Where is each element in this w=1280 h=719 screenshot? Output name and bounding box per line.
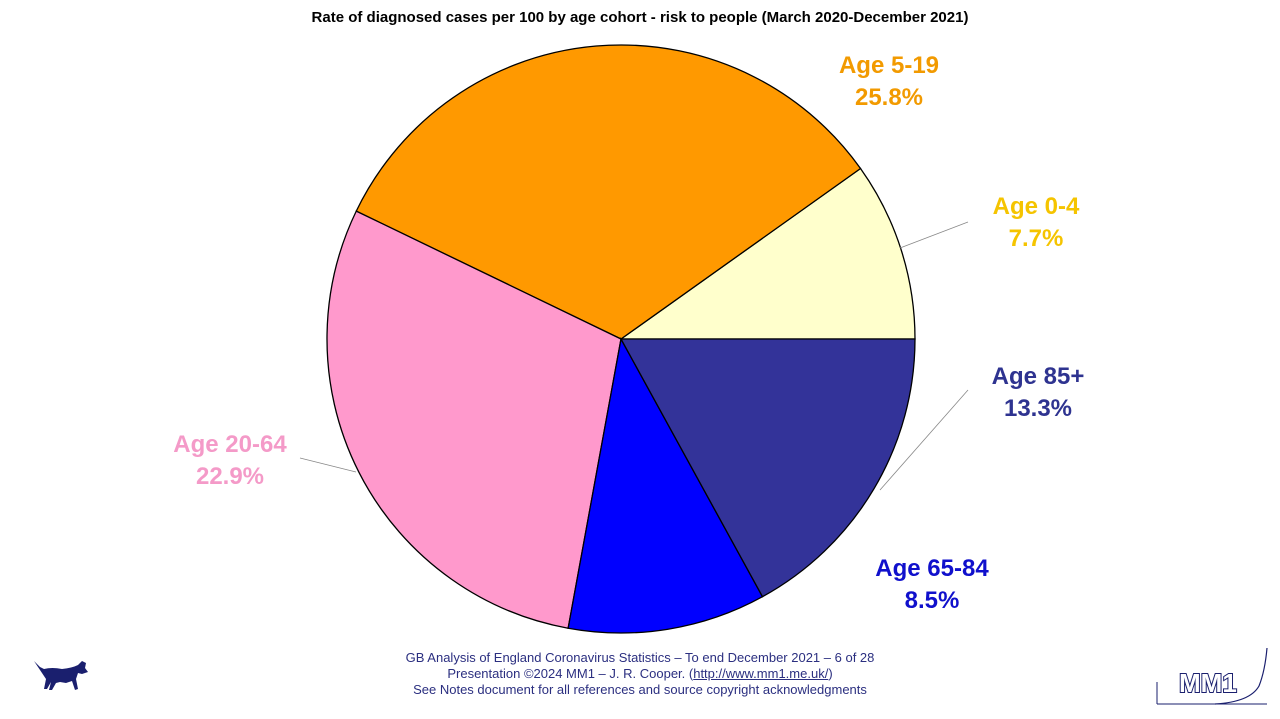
leader-lines xyxy=(299,221,969,491)
slice-label: Age 0-4 xyxy=(993,193,1080,220)
footer: GB Analysis of England Coronavirus Stati… xyxy=(0,650,1280,698)
slice-label: Age 5-19 xyxy=(839,52,939,79)
slice-percent-label: 7.7% xyxy=(1009,225,1064,252)
slice-label: Age 65-84 xyxy=(875,555,989,582)
dog-logo-icon xyxy=(34,661,88,690)
leader-line xyxy=(299,457,357,473)
slice-label: Age 20-64 xyxy=(173,431,287,458)
pie-slice-age-20-64 xyxy=(326,210,622,629)
mm1-logo-icon: MM1 xyxy=(1156,647,1268,705)
footer-copyright: Presentation ©2024 MM1 – J. R. Cooper. ( xyxy=(447,666,694,681)
pie-slices xyxy=(326,44,916,634)
leader-line xyxy=(899,221,969,249)
pie-slice-age-65-84 xyxy=(567,337,764,634)
pie-slice-age-85 xyxy=(619,338,916,598)
pie-slice-age-0-4 xyxy=(618,167,916,340)
footer-link-close: ) xyxy=(828,666,833,681)
leader-line xyxy=(879,389,969,491)
footer-line-3: See Notes document for all references an… xyxy=(413,682,867,697)
footer-line-2: Presentation ©2024 MM1 – J. R. Cooper. (… xyxy=(0,666,1280,682)
footer-link[interactable]: http://www.mm1.me.uk/ xyxy=(693,666,829,681)
slice-percent-label: 8.5% xyxy=(905,587,960,614)
slice-percent-label: 25.8% xyxy=(855,84,923,111)
footer-line-1: GB Analysis of England Coronavirus Stati… xyxy=(405,650,875,665)
chart-title: Rate of diagnosed cases per 100 by age c… xyxy=(311,9,969,26)
slice-percent-label: 13.3% xyxy=(1004,395,1072,422)
slice-labels: Age 0-4 7.7% Age 5-19 25.8% Age 20-64 22.9% Ag… xyxy=(173,52,1084,614)
logo-text: MM1 xyxy=(1179,668,1237,698)
slice-label: Age 85+ xyxy=(992,363,1085,390)
pie-slice-age-5-19 xyxy=(355,44,862,340)
slice-percent-label: 22.9% xyxy=(196,463,264,490)
